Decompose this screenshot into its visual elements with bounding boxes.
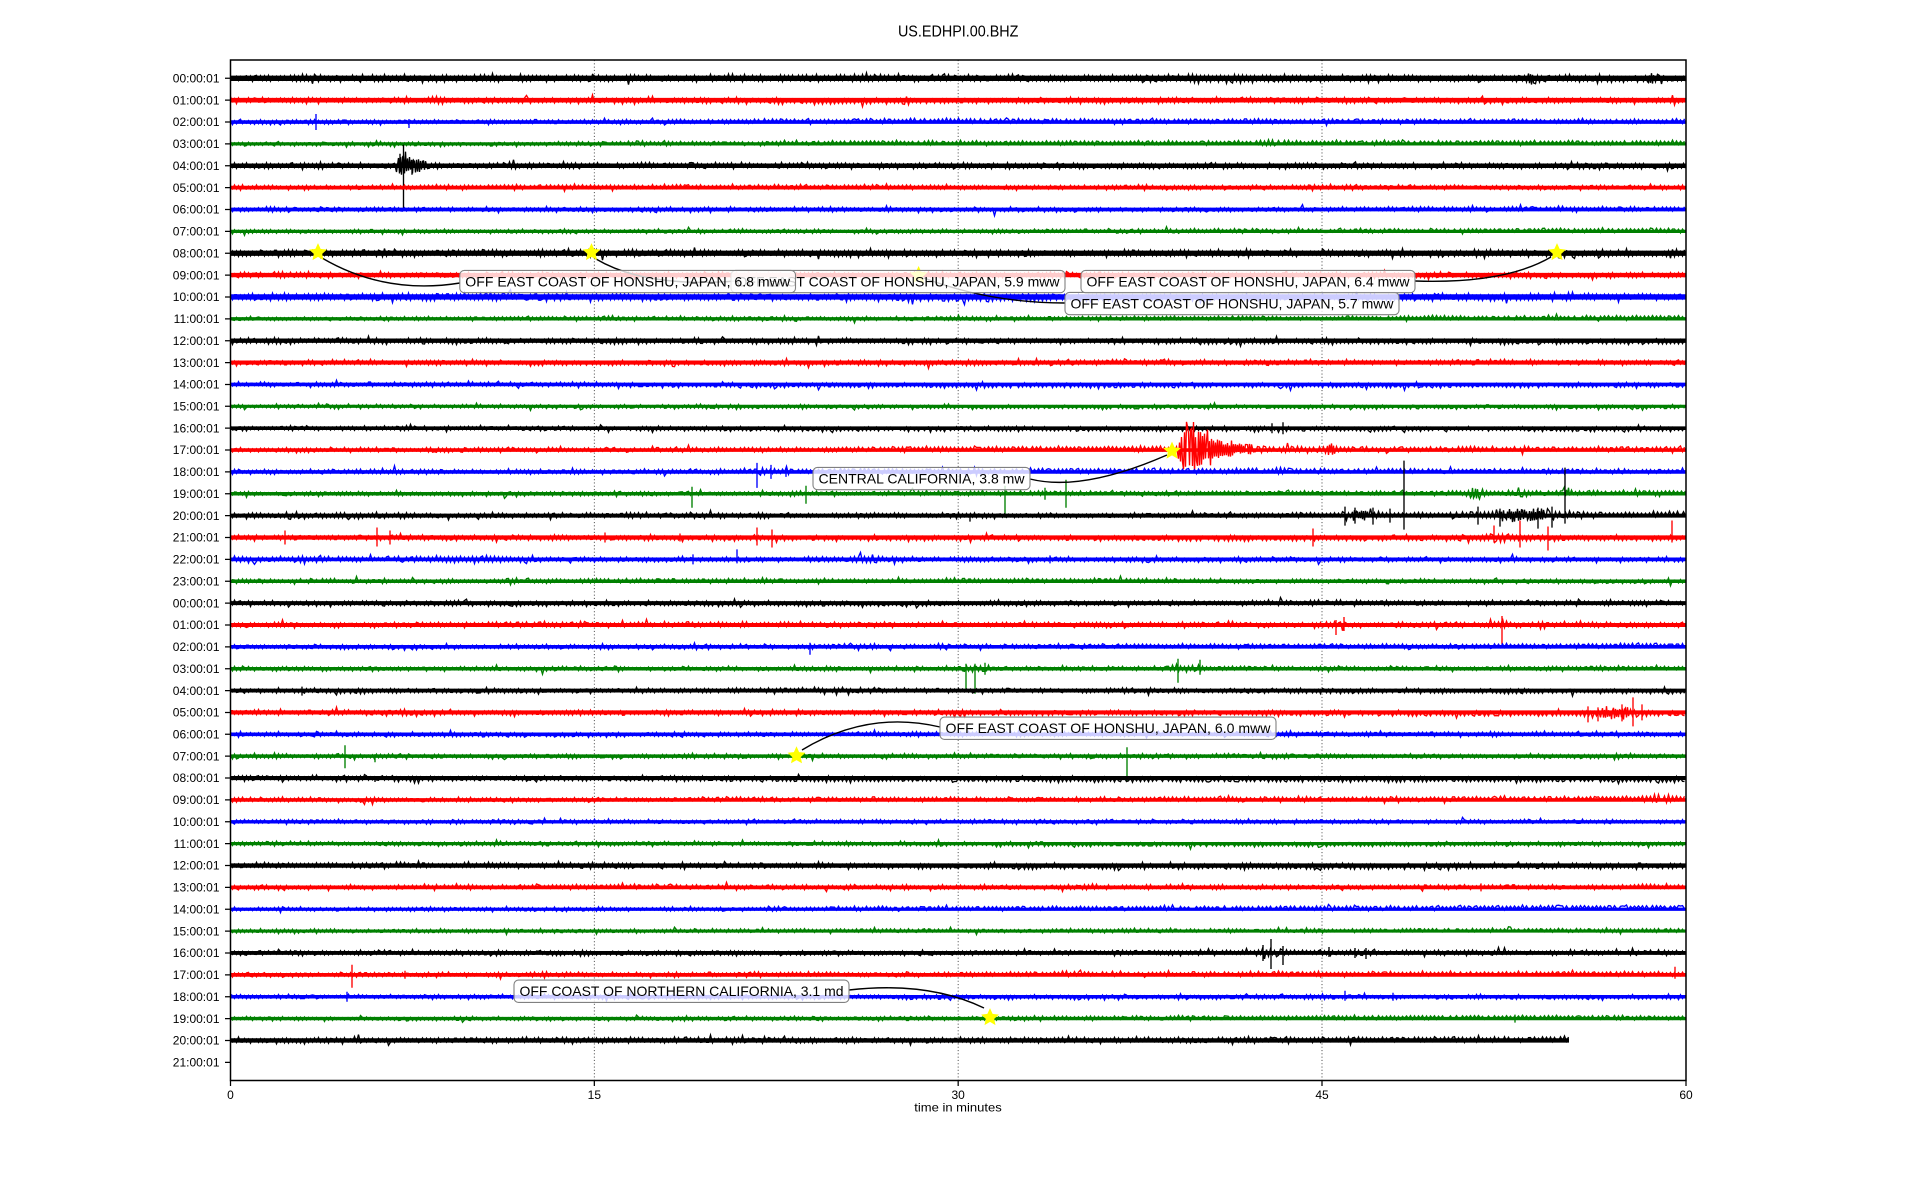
svg-text:23:00:01: 23:00:01 (173, 574, 220, 588)
svg-text:11:00:01: 11:00:01 (174, 837, 220, 851)
svg-text:10:00:01: 10:00:01 (173, 290, 220, 304)
svg-text:OFF EAST COAST OF HONSHU, JAPA: OFF EAST COAST OF HONSHU, JAPAN, 6.0 mww (946, 721, 1271, 736)
svg-text:07:00:01: 07:00:01 (173, 749, 220, 763)
svg-text:02:00:01: 02:00:01 (173, 115, 220, 129)
svg-text:15:00:01: 15:00:01 (173, 924, 220, 938)
svg-text:04:00:01: 04:00:01 (173, 159, 220, 173)
svg-text:13:00:01: 13:00:01 (173, 881, 220, 895)
svg-text:01:00:01: 01:00:01 (173, 93, 220, 107)
svg-text:10:00:01: 10:00:01 (173, 815, 220, 829)
svg-text:15: 15 (588, 1088, 602, 1102)
svg-text:12:00:01: 12:00:01 (173, 334, 220, 348)
svg-text:14:00:01: 14:00:01 (173, 902, 220, 916)
svg-text:0: 0 (227, 1088, 234, 1102)
svg-text:09:00:01: 09:00:01 (173, 268, 220, 282)
svg-text:time in minutes: time in minutes (914, 1101, 1002, 1115)
svg-text:06:00:01: 06:00:01 (173, 203, 220, 217)
svg-text:00:00:01: 00:00:01 (173, 596, 220, 610)
svg-text:20:00:01: 20:00:01 (173, 509, 220, 523)
svg-text:19:00:01: 19:00:01 (173, 487, 220, 501)
svg-text:05:00:01: 05:00:01 (173, 181, 220, 195)
svg-text:OFF EAST COAST OF HONSHU, JAPA: OFF EAST COAST OF HONSHU, JAPAN, 6.4 mww (1087, 274, 1410, 289)
svg-text:08:00:01: 08:00:01 (173, 246, 220, 260)
svg-text:16:00:01: 16:00:01 (173, 421, 220, 435)
svg-text:OFF COAST OF NORTHERN CALIFORN: OFF COAST OF NORTHERN CALIFORNIA, 3.1 md (520, 984, 844, 999)
svg-text:03:00:01: 03:00:01 (173, 137, 220, 151)
svg-text:17:00:01: 17:00:01 (173, 968, 220, 982)
svg-text:08:00:01: 08:00:01 (173, 771, 220, 785)
svg-text:06:00:01: 06:00:01 (173, 728, 220, 742)
svg-text:11:00:01: 11:00:01 (174, 312, 220, 326)
svg-text:13:00:01: 13:00:01 (173, 356, 220, 370)
svg-text:00:00:01: 00:00:01 (173, 72, 220, 86)
svg-text:04:00:01: 04:00:01 (173, 684, 220, 698)
svg-text:03:00:01: 03:00:01 (173, 662, 220, 676)
svg-text:05:00:01: 05:00:01 (173, 706, 220, 720)
svg-text:07:00:01: 07:00:01 (173, 225, 220, 239)
svg-text:17:00:01: 17:00:01 (173, 443, 220, 457)
svg-text:18:00:01: 18:00:01 (173, 990, 220, 1004)
svg-text:OFF EAST COAST OF HONSHU, JAPA: OFF EAST COAST OF HONSHU, JAPAN, 6.8 mww (465, 274, 790, 289)
svg-text:15:00:01: 15:00:01 (173, 400, 220, 414)
svg-text:30: 30 (951, 1088, 965, 1102)
svg-text:22:00:01: 22:00:01 (173, 553, 220, 567)
svg-text:60: 60 (1679, 1088, 1693, 1102)
svg-text:OFF EAST COAST OF HONSHU, JAPA: OFF EAST COAST OF HONSHU, JAPAN, 5.9 mww (737, 274, 1060, 289)
svg-text:01:00:01: 01:00:01 (173, 618, 220, 632)
svg-text:18:00:01: 18:00:01 (173, 465, 220, 479)
svg-text:OFF EAST COAST OF HONSHU, JAPA: OFF EAST COAST OF HONSHU, JAPAN, 5.7 mww (1071, 296, 1394, 311)
svg-text:09:00:01: 09:00:01 (173, 793, 220, 807)
svg-text:US.EDHPI.00.BHZ: US.EDHPI.00.BHZ (898, 24, 1019, 41)
svg-text:21:00:01: 21:00:01 (173, 1056, 220, 1070)
svg-text:21:00:01: 21:00:01 (173, 531, 220, 545)
svg-text:19:00:01: 19:00:01 (173, 1012, 220, 1026)
svg-text:12:00:01: 12:00:01 (173, 859, 220, 873)
svg-text:02:00:01: 02:00:01 (173, 640, 220, 654)
svg-text:20:00:01: 20:00:01 (173, 1034, 220, 1048)
svg-text:14:00:01: 14:00:01 (173, 378, 220, 392)
svg-text:45: 45 (1315, 1088, 1329, 1102)
svg-text:16:00:01: 16:00:01 (173, 946, 220, 960)
svg-text:CENTRAL CALIFORNIA, 3.8 mw: CENTRAL CALIFORNIA, 3.8 mw (819, 471, 1025, 486)
